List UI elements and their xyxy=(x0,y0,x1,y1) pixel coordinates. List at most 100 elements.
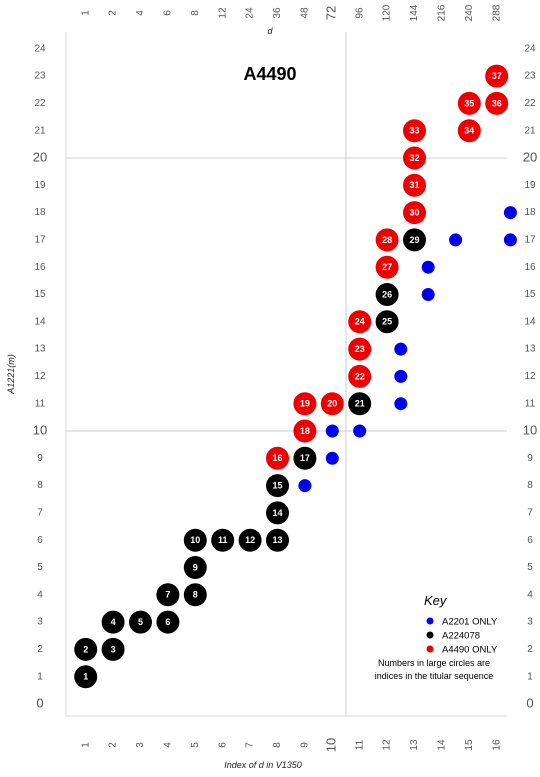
x-tick-label: 11 xyxy=(354,739,365,750)
legend-entries: A2201 ONLY A224078 A4490 ONLY xyxy=(426,617,498,656)
point-index-label: 37 xyxy=(492,71,502,81)
numbered-point xyxy=(457,119,481,143)
numbered-point xyxy=(156,583,180,607)
y-tick-label-right: 12 xyxy=(524,371,536,382)
y-tick-label-right: 21 xyxy=(524,125,536,136)
chart-title: A4490 xyxy=(243,64,296,84)
legend-title: Key xyxy=(424,593,448,608)
y-tick-label: 7 xyxy=(37,508,43,519)
point-index-label: 23 xyxy=(355,344,365,354)
small-point xyxy=(503,206,517,220)
numbered-point xyxy=(485,64,509,88)
top-tick-label: 72 xyxy=(324,6,339,20)
point-index-label: 5 xyxy=(138,617,143,627)
y-tick-label: 0 xyxy=(36,695,43,710)
point-index-label: 11 xyxy=(218,535,228,545)
y-tick-label-right: 20 xyxy=(523,149,537,164)
y-tick-label-right: 6 xyxy=(527,535,533,546)
small-point xyxy=(394,369,408,383)
numbered-point xyxy=(183,556,207,579)
point-index-label: 8 xyxy=(193,590,198,600)
numbered-point xyxy=(375,228,399,252)
numbered-point xyxy=(375,255,399,279)
x-tick-label: 1 xyxy=(80,742,91,748)
small-point xyxy=(421,288,435,301)
y-tick-label-right: 11 xyxy=(525,398,536,409)
point-index-label: 18 xyxy=(300,426,310,436)
numbered-point xyxy=(457,91,481,115)
point-index-label: 17 xyxy=(300,453,310,463)
point-index-label: 20 xyxy=(327,399,337,409)
plot-area xyxy=(66,32,507,716)
y-tick-label: 14 xyxy=(34,316,46,327)
y-tick-label: 10 xyxy=(33,422,47,437)
point-index-label: 35 xyxy=(464,98,474,108)
numbered-point xyxy=(348,337,372,361)
numbered-point xyxy=(375,283,399,306)
top-tick-label: 12 xyxy=(217,7,228,19)
small-point xyxy=(449,233,463,247)
point-index-label: 36 xyxy=(492,98,502,108)
y-tick-label-right: 7 xyxy=(527,508,533,519)
y-tick-label-right: 1 xyxy=(527,671,533,682)
small-point xyxy=(325,451,339,465)
point-index-label: 33 xyxy=(409,126,419,136)
x-tick-label: 3 xyxy=(135,742,146,748)
numbered-point xyxy=(348,364,372,388)
small-point xyxy=(394,397,408,411)
point-index-label: 29 xyxy=(409,235,419,245)
reference-lines xyxy=(66,32,507,716)
point-index-label: 24 xyxy=(355,317,365,327)
numbered-point xyxy=(403,228,426,252)
x-tick-label: 12 xyxy=(382,739,393,751)
numbered-point xyxy=(485,91,509,115)
y-tick-label-right: 19 xyxy=(524,180,536,191)
small-point xyxy=(503,233,517,247)
top-tick-label: 120 xyxy=(382,4,393,21)
y-tick-label: 20 xyxy=(33,149,47,164)
x-tick-label: 10 xyxy=(324,738,339,752)
top-tick-label: 6 xyxy=(163,10,174,16)
legend: Key A2201 ONLY A224078 A4490 ONLY Numbers … xyxy=(375,593,498,681)
point-index-label: 1 xyxy=(83,672,88,682)
top-tick-label: 144 xyxy=(409,4,420,21)
point-index-label: 25 xyxy=(382,317,392,327)
point-index-label: 16 xyxy=(272,453,282,463)
x-tick-label: 8 xyxy=(272,742,283,748)
point-index-label: 4 xyxy=(111,617,116,627)
legend-marker xyxy=(426,617,434,625)
x-tick-label: 15 xyxy=(464,739,475,751)
y-tick-label-right: 24 xyxy=(524,43,536,54)
numbered-point xyxy=(403,146,426,170)
y-tick-label-right: 18 xyxy=(524,207,536,218)
numbered-point xyxy=(156,610,180,634)
top-tick-label: 1 xyxy=(80,10,91,16)
small-point xyxy=(421,260,435,274)
point-index-label: 15 xyxy=(272,480,282,490)
x-axis-ticks-top: 1 2 4 6 8 12 24 36 48 72 96 120 144 216 240 288 xyxy=(80,4,502,21)
y-tick-label: 19 xyxy=(34,180,46,191)
y-tick-label: 23 xyxy=(34,71,46,82)
x-tick-label: 5 xyxy=(190,742,201,748)
top-tick-label: 24 xyxy=(245,7,256,19)
y-tick-label-right: 5 xyxy=(527,562,533,573)
small-point xyxy=(298,479,312,493)
y-tick-label-right: 2 xyxy=(527,644,533,655)
numbered-point xyxy=(129,610,152,634)
numbered-point xyxy=(403,119,426,143)
y-tick-label: 13 xyxy=(34,344,46,355)
x-tick-label: 9 xyxy=(300,742,311,748)
numbered-point xyxy=(320,392,344,416)
y-tick-label-right: 16 xyxy=(524,262,536,273)
numbered-point xyxy=(293,446,317,470)
x-tick-label: 16 xyxy=(491,739,502,751)
y-tick-label-right: 0 xyxy=(526,695,533,710)
point-index-label: 26 xyxy=(382,289,392,299)
y-tick-label: 6 xyxy=(37,535,43,546)
point-index-label: 7 xyxy=(165,590,170,600)
y-tick-label-right: 17 xyxy=(524,235,536,246)
y-tick-label-right: 22 xyxy=(524,98,536,109)
